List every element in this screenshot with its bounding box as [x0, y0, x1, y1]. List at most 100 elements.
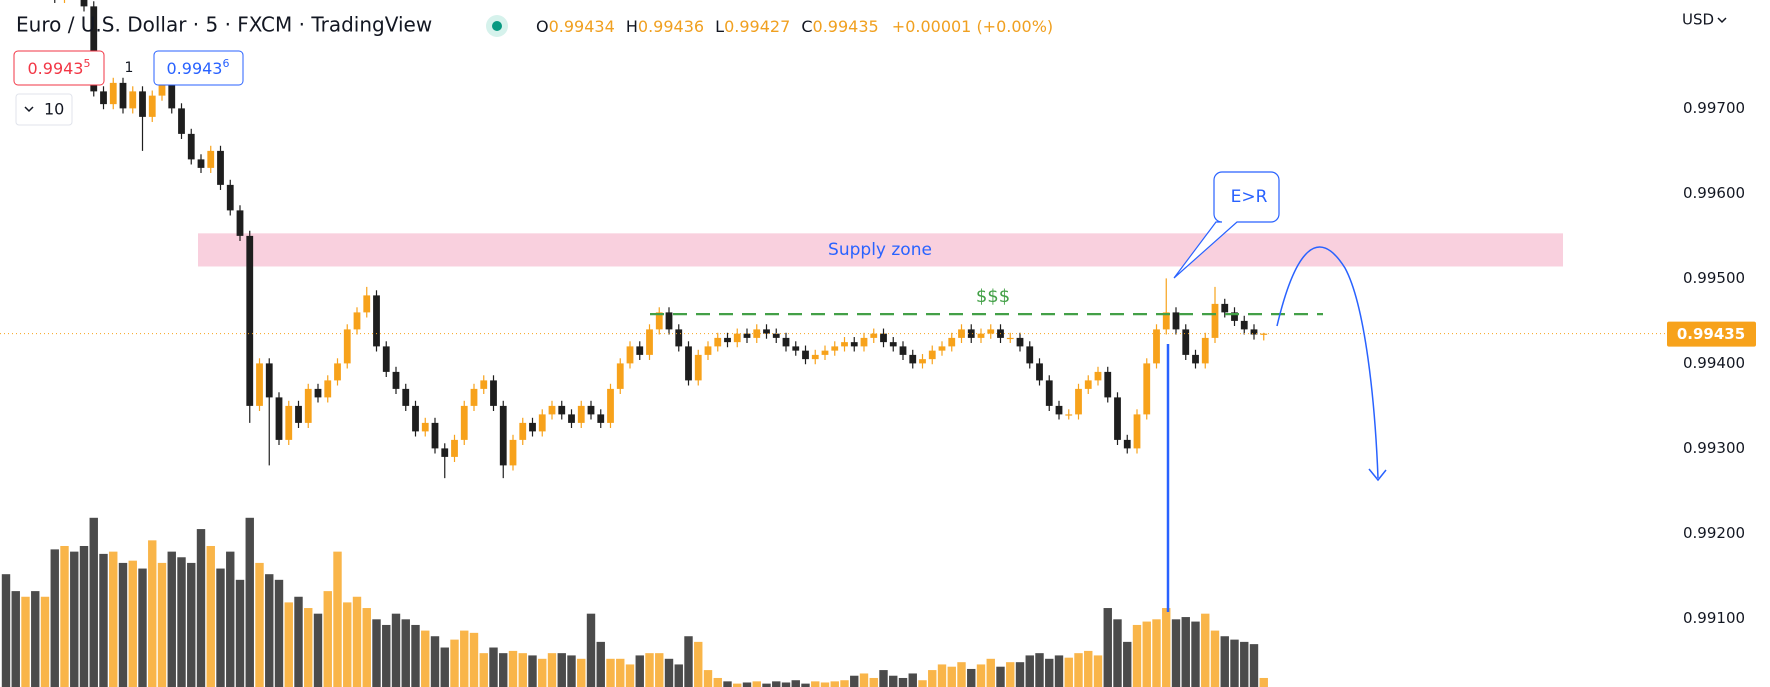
arrow-head — [1368, 468, 1387, 482]
volume-bar — [937, 664, 947, 687]
volume-bar — [1220, 636, 1229, 687]
candle-body — [1104, 371, 1112, 398]
candle-body — [421, 422, 429, 432]
y-tick-label: 0.99600 — [1683, 184, 1745, 202]
y-tick-label: 0.99300 — [1683, 439, 1745, 457]
volume-bar — [508, 650, 518, 687]
volume-bar — [1259, 677, 1268, 687]
volume-bar — [1162, 608, 1171, 687]
candle-body — [431, 422, 439, 449]
legend-value: 0.99435 — [813, 17, 879, 36]
volume-bar — [284, 602, 293, 687]
candle-body — [1250, 329, 1258, 335]
plot-area: Supply zone $$$ — [0, 0, 1665, 687]
volume-bar — [713, 677, 722, 687]
candle-body — [1055, 405, 1063, 415]
candle-body — [577, 405, 585, 423]
buy-pip: 6 — [222, 57, 229, 70]
candle-body — [392, 371, 400, 389]
candle-body — [1260, 333, 1268, 335]
interval-button[interactable]: 10 — [15, 93, 73, 126]
candle-body — [743, 333, 751, 338]
chart-title: Euro / U.S. Dollar · 5 · FXCM · TradingV… — [16, 13, 432, 37]
candle-body — [509, 439, 517, 466]
candle-body — [587, 405, 595, 415]
candle-body — [197, 159, 205, 168]
candle-body — [90, 6, 98, 92]
sell-button[interactable]: 0.99435 — [13, 50, 105, 86]
candle-body — [353, 312, 361, 330]
buy-button[interactable]: 0.99436 — [153, 50, 244, 86]
candle-body — [178, 108, 185, 134]
volume-bar — [489, 647, 498, 687]
volume-bar — [928, 670, 937, 687]
volume-bar — [655, 653, 664, 687]
volume-bar — [869, 677, 878, 687]
volume-bar — [976, 664, 986, 687]
candle-body — [1114, 397, 1121, 440]
volume-bar — [801, 683, 810, 687]
volume-bar — [1074, 653, 1083, 687]
candle-body — [246, 235, 254, 406]
volume-bar — [635, 655, 644, 687]
candle-body — [1075, 388, 1082, 415]
candle-body — [724, 337, 731, 343]
candle-body — [987, 329, 995, 334]
volume-bar — [274, 579, 284, 687]
volume-bar — [859, 673, 869, 687]
candle-body — [1221, 303, 1229, 313]
volume-bar — [60, 545, 69, 687]
candle-body — [607, 388, 614, 423]
candle-body — [490, 380, 497, 406]
candle-body — [402, 388, 410, 406]
spread: 1 — [125, 60, 134, 76]
buy-main: 0.9943 — [167, 59, 223, 78]
candle-body — [412, 405, 419, 432]
y-tick-label: 0.99400 — [1683, 354, 1745, 372]
candle-body — [685, 346, 692, 381]
volume-bar — [1084, 650, 1093, 687]
volume-bar — [674, 664, 683, 687]
candle-body — [324, 380, 332, 398]
candle-body — [636, 346, 644, 355]
volume-bar — [918, 680, 927, 687]
candle-body — [363, 295, 371, 313]
volume-bar — [304, 608, 313, 687]
sell-box — [13, 50, 105, 86]
volume-bar — [382, 624, 391, 687]
volume-bar — [167, 551, 176, 687]
volume-bar — [226, 551, 235, 687]
candle-body — [100, 91, 107, 105]
candle-body — [1201, 337, 1209, 364]
candle-body — [1133, 414, 1141, 449]
volume-bar — [177, 557, 186, 687]
candle-body — [850, 342, 858, 347]
volume-bar — [265, 574, 274, 687]
candle-body — [967, 329, 975, 338]
candle-body — [1026, 346, 1034, 364]
volume-bar — [40, 596, 50, 687]
liquidity-label: $$$ — [976, 286, 1010, 307]
chevron — [1717, 17, 1727, 24]
volume-bar — [1054, 655, 1064, 687]
candle-body — [1016, 337, 1024, 347]
volume-bar — [547, 653, 557, 687]
volume-bar — [567, 655, 576, 687]
candle-body — [499, 405, 507, 466]
candle-body — [470, 388, 478, 406]
candle-body — [187, 133, 195, 160]
candle-body — [909, 354, 917, 364]
candle-body — [295, 405, 302, 423]
status-dot — [492, 21, 502, 31]
currency-button[interactable]: USD — [1682, 11, 1727, 29]
candle-body — [139, 91, 146, 117]
volume-bar — [625, 664, 635, 687]
volume-bar — [645, 653, 654, 687]
candle-body — [958, 329, 965, 338]
price-label-box — [1667, 321, 1756, 347]
volume-bar — [118, 562, 128, 687]
volume-bar — [1142, 621, 1151, 687]
volume-bar — [294, 596, 303, 687]
candle-body — [792, 346, 800, 351]
legend-value: 0.99434 — [549, 17, 615, 36]
